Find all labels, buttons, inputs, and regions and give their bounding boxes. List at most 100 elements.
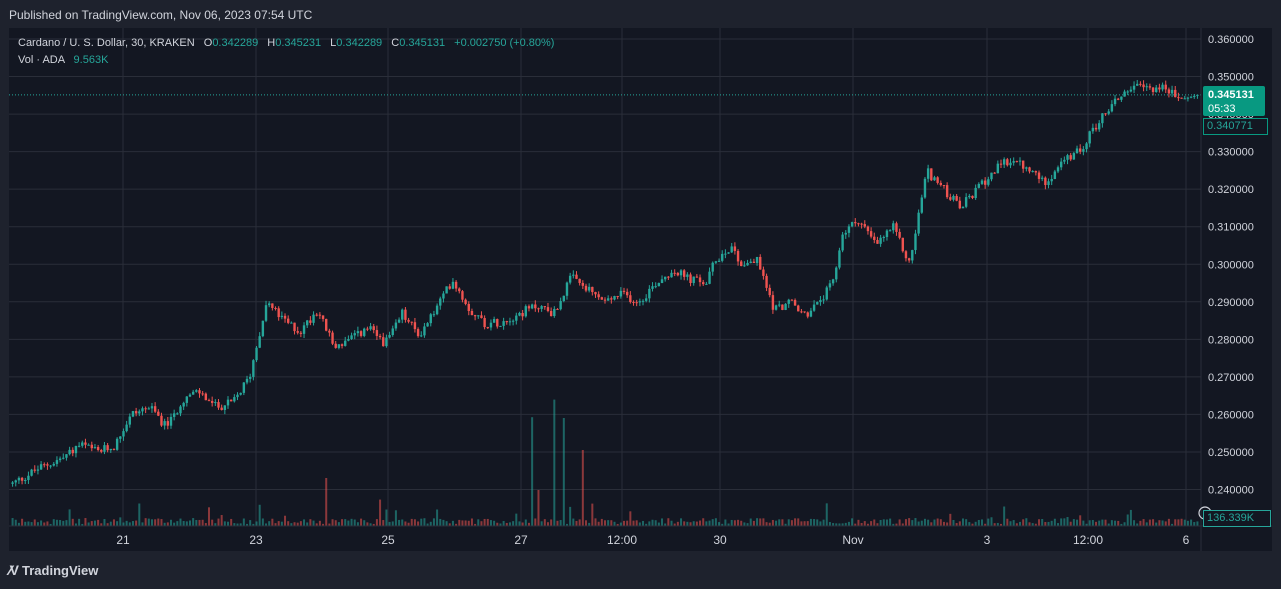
volume-bar [223, 521, 226, 526]
time-axis-label: Nov [842, 533, 863, 547]
volume-bar [236, 523, 239, 526]
volume-bar [109, 521, 112, 526]
volume-bar [1117, 520, 1120, 526]
candle-body [553, 308, 556, 317]
candle-body [1167, 89, 1171, 94]
volume-bar [866, 523, 869, 526]
grid-lines [9, 28, 1201, 526]
candle-body [774, 305, 778, 310]
publish-info: Published on TradingView.com, Nov 06, 20… [9, 8, 313, 22]
volume-bar [949, 513, 952, 526]
candle-body [721, 253, 724, 261]
candle-body [470, 310, 474, 316]
volume-bar [201, 519, 204, 526]
candle-body [977, 183, 981, 188]
volume-bar [227, 521, 230, 526]
volume-bar [714, 518, 717, 526]
volume-bar [467, 520, 470, 526]
volume-bar [1193, 522, 1196, 526]
volume-bar [984, 523, 987, 526]
candle-body [239, 392, 242, 395]
candle-body [252, 360, 255, 377]
volume-bar [458, 519, 461, 526]
candle-body [901, 237, 904, 252]
volume-bar [604, 520, 606, 526]
candle-body [736, 250, 740, 262]
candle-body [315, 314, 318, 316]
volume-bar [423, 518, 426, 526]
volume-bar [787, 519, 790, 526]
candle-body [968, 195, 971, 198]
volume-bar [461, 520, 464, 526]
candle-body [163, 421, 166, 426]
time-axis-label: 25 [381, 533, 395, 547]
volume-bar [689, 522, 692, 526]
candle-body [613, 296, 616, 300]
candle-body [1117, 98, 1120, 100]
volume-bar [74, 523, 77, 526]
volume-bar [303, 519, 306, 526]
volume-bar [784, 523, 787, 526]
candle-body [432, 314, 436, 316]
tradingview-brand[interactable]: ⁄⁄V TradingView [9, 562, 98, 578]
high-label: H [267, 37, 276, 49]
candle-body [264, 305, 268, 321]
volume-bar [616, 523, 619, 526]
price-axis-label: 0.290000 [1208, 297, 1254, 309]
volume-bar [692, 521, 695, 526]
candle-body [663, 276, 667, 280]
candle-body [1085, 143, 1088, 150]
candle-body [933, 177, 936, 181]
candle-body [1002, 159, 1006, 165]
volume-bar [90, 521, 93, 526]
candle-body [667, 276, 670, 278]
volume-bar [1186, 520, 1189, 526]
volume-label[interactable]: Vol · ADA [18, 54, 65, 66]
volume-bar [718, 522, 721, 526]
candle-body [131, 411, 135, 417]
volume-bar [119, 517, 122, 526]
candle-body [309, 320, 312, 323]
volume-bar [356, 522, 359, 526]
symbol-title[interactable]: Cardano / U. S. Dollar, 30, KRAKEN [18, 37, 195, 49]
candle-body [556, 308, 559, 310]
candle-body [451, 281, 455, 289]
volume-bar [933, 519, 936, 526]
volume-bar [1003, 506, 1006, 526]
candle-body [255, 347, 258, 361]
candle-body [879, 237, 882, 244]
candle-body [442, 293, 445, 299]
candle-body [835, 267, 838, 280]
candle-body [169, 416, 173, 426]
change-value: +0.002750 (+0.80%) [454, 37, 555, 49]
volume-bar [1101, 519, 1104, 526]
candle-body [369, 326, 372, 330]
candle-body [850, 222, 854, 227]
volume-bar [1006, 518, 1009, 526]
volume-bar [470, 518, 473, 526]
time-axis-labels[interactable]: 21 23 25 27 12:00 30 Nov 3 12:00 6 [116, 533, 1189, 547]
candle-body [1145, 86, 1148, 88]
chart-pane[interactable] [9, 28, 1272, 551]
candle-body [65, 454, 68, 458]
candle-body [752, 261, 756, 263]
volume-bar [591, 503, 594, 526]
volume-bar [895, 523, 898, 526]
volume-bar [128, 522, 131, 526]
candle-body [153, 406, 157, 412]
candle-body [784, 303, 787, 310]
volume-bar [733, 520, 736, 526]
volume-bar [1110, 520, 1113, 526]
candle-body [248, 376, 252, 379]
candle-body [271, 303, 274, 308]
candle-body [1031, 171, 1034, 173]
candle-body [660, 279, 664, 284]
volume-bar [1047, 521, 1050, 526]
price-axis-label: 0.250000 [1208, 447, 1254, 459]
candle-body [1101, 113, 1104, 124]
candle-body [1148, 86, 1152, 88]
volume-bar [914, 518, 917, 526]
volume-bar [176, 521, 179, 526]
candle-body [1050, 179, 1053, 182]
